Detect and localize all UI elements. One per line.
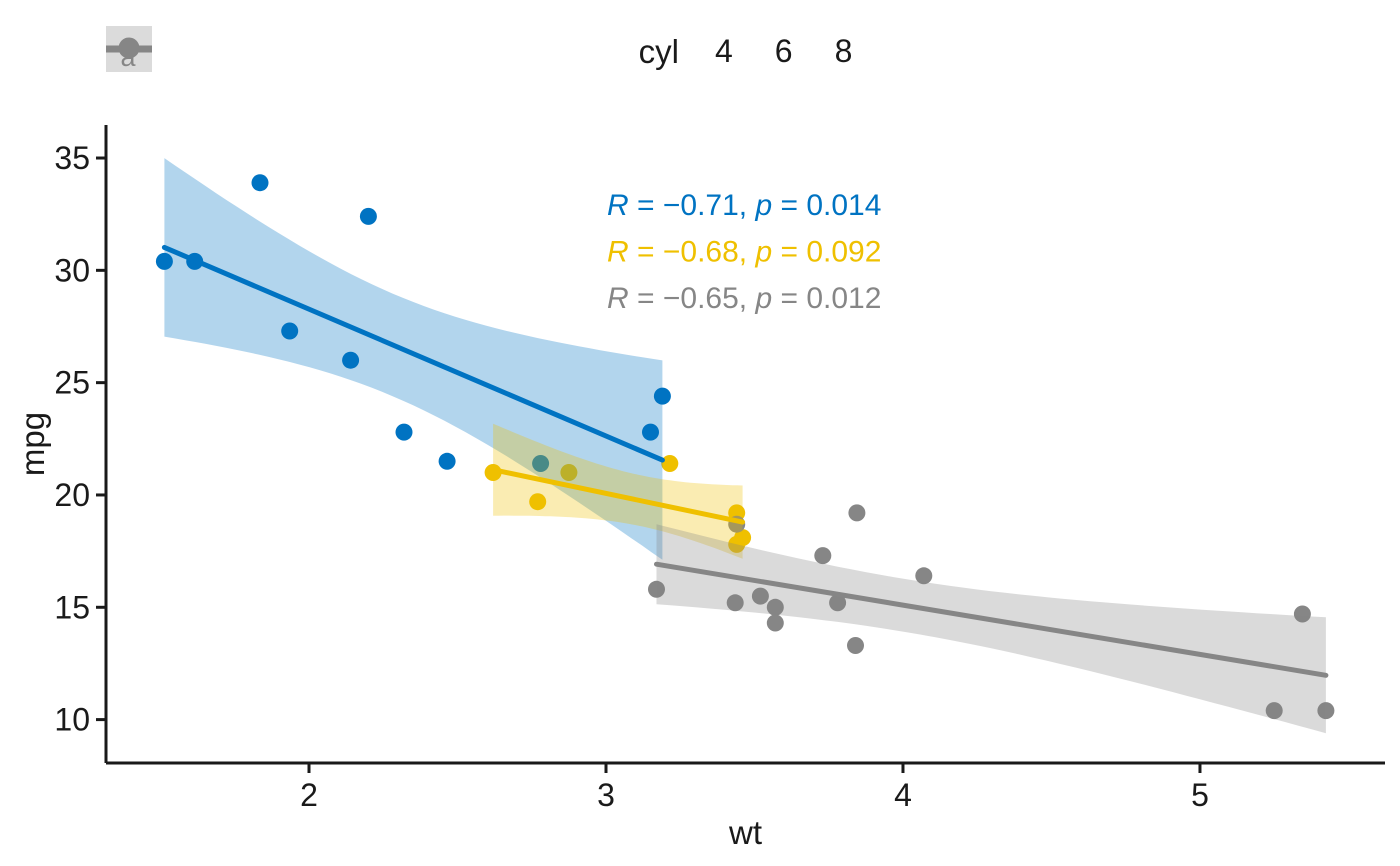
legend: cyl a4a6a8: [106, 26, 1385, 76]
correlation-label-8: R = −0.65, p = 0.012: [607, 282, 881, 315]
scatter-point-cyl4: [342, 351, 360, 369]
legend-entry-8: a8: [106, 26, 853, 72]
y-axis-title: mpg: [14, 412, 51, 476]
confidence-band-cyl4: [164, 158, 663, 560]
confidence-band-cyl8: [656, 524, 1326, 734]
y-tick-label: 30: [54, 252, 90, 288]
scatter-point-cyl8: [1265, 702, 1283, 720]
correlation-label-4: R = −0.71, p = 0.014: [607, 189, 881, 222]
legend-label-6: 6: [774, 33, 793, 69]
regression-line-cyl4: [161, 244, 665, 463]
scatter-point-cyl4: [359, 207, 377, 225]
scatter-point-cyl8: [848, 504, 866, 522]
scatter-point-cyl8: [766, 598, 784, 616]
scatter-point-cyl8: [814, 547, 832, 565]
scatter-point-cyl8: [648, 580, 665, 598]
y-tick-label: 10: [54, 702, 90, 738]
regression-line-cyl6: [490, 467, 746, 525]
y-tick-label: 25: [54, 365, 90, 401]
scatter-point-cyl8: [829, 594, 847, 612]
correlation-label-6: R = −0.68, p = 0.092: [607, 236, 881, 269]
x-axis-title: wt: [728, 814, 762, 851]
scatter-point-cyl6: [529, 493, 547, 511]
y-tick-label: 15: [54, 589, 90, 625]
scatter-point-cyl4: [642, 423, 659, 441]
scatter-point-cyl6: [560, 464, 578, 481]
legend-entry-6: a6: [106, 26, 793, 72]
scatter-point-cyl8: [1317, 702, 1335, 720]
y-tick-label: 20: [54, 477, 90, 513]
axes: 2 3 4 5 10 15 20 25 30 35 wt mpg: [14, 125, 1385, 851]
correlation-annotations: R = −0.71, p = 0.014 R = −0.68, p = 0.092…: [607, 189, 881, 315]
x-tick-label: 3: [597, 777, 615, 813]
y-tick-label: 35: [54, 140, 90, 176]
scatter-point-cyl8: [766, 614, 784, 632]
scatter-point-cyl8: [751, 587, 769, 605]
scatter-point-cyl8: [726, 594, 744, 612]
scatter-point-cyl6: [661, 455, 679, 472]
legend-entry-4: a4: [106, 26, 733, 72]
scatter-point-cyl4: [281, 322, 299, 340]
legend-entries: a4a6a8: [106, 26, 853, 72]
legend-title: cyl: [638, 32, 679, 70]
scatter-point-cyl4: [395, 423, 413, 441]
legend-label-4: 4: [714, 33, 733, 69]
points-layer: [155, 174, 1335, 720]
x-tick-label: 4: [894, 777, 912, 813]
regression-line-cyl8: [654, 561, 1329, 678]
legend-key-8-icon: a: [106, 26, 152, 72]
confidence-band-cyl6: [493, 423, 743, 559]
scatter-point-cyl8: [915, 567, 933, 585]
scatter-point-cyl4: [532, 455, 550, 472]
scatter-point-cyl4: [155, 252, 173, 270]
scatter-point-cyl8: [1293, 605, 1311, 623]
smooth-layer: [161, 158, 1329, 734]
scatter-point-cyl4: [251, 174, 269, 192]
scatter-point-cyl6: [728, 535, 746, 553]
scatter-point-cyl4: [653, 387, 671, 405]
scatter-point-cyl8: [847, 637, 864, 654]
scatter-point-cyl4: [438, 452, 456, 470]
legend-label-8: 8: [834, 33, 853, 69]
x-tick-label: 2: [300, 777, 318, 813]
x-tick-label: 5: [1191, 777, 1209, 813]
